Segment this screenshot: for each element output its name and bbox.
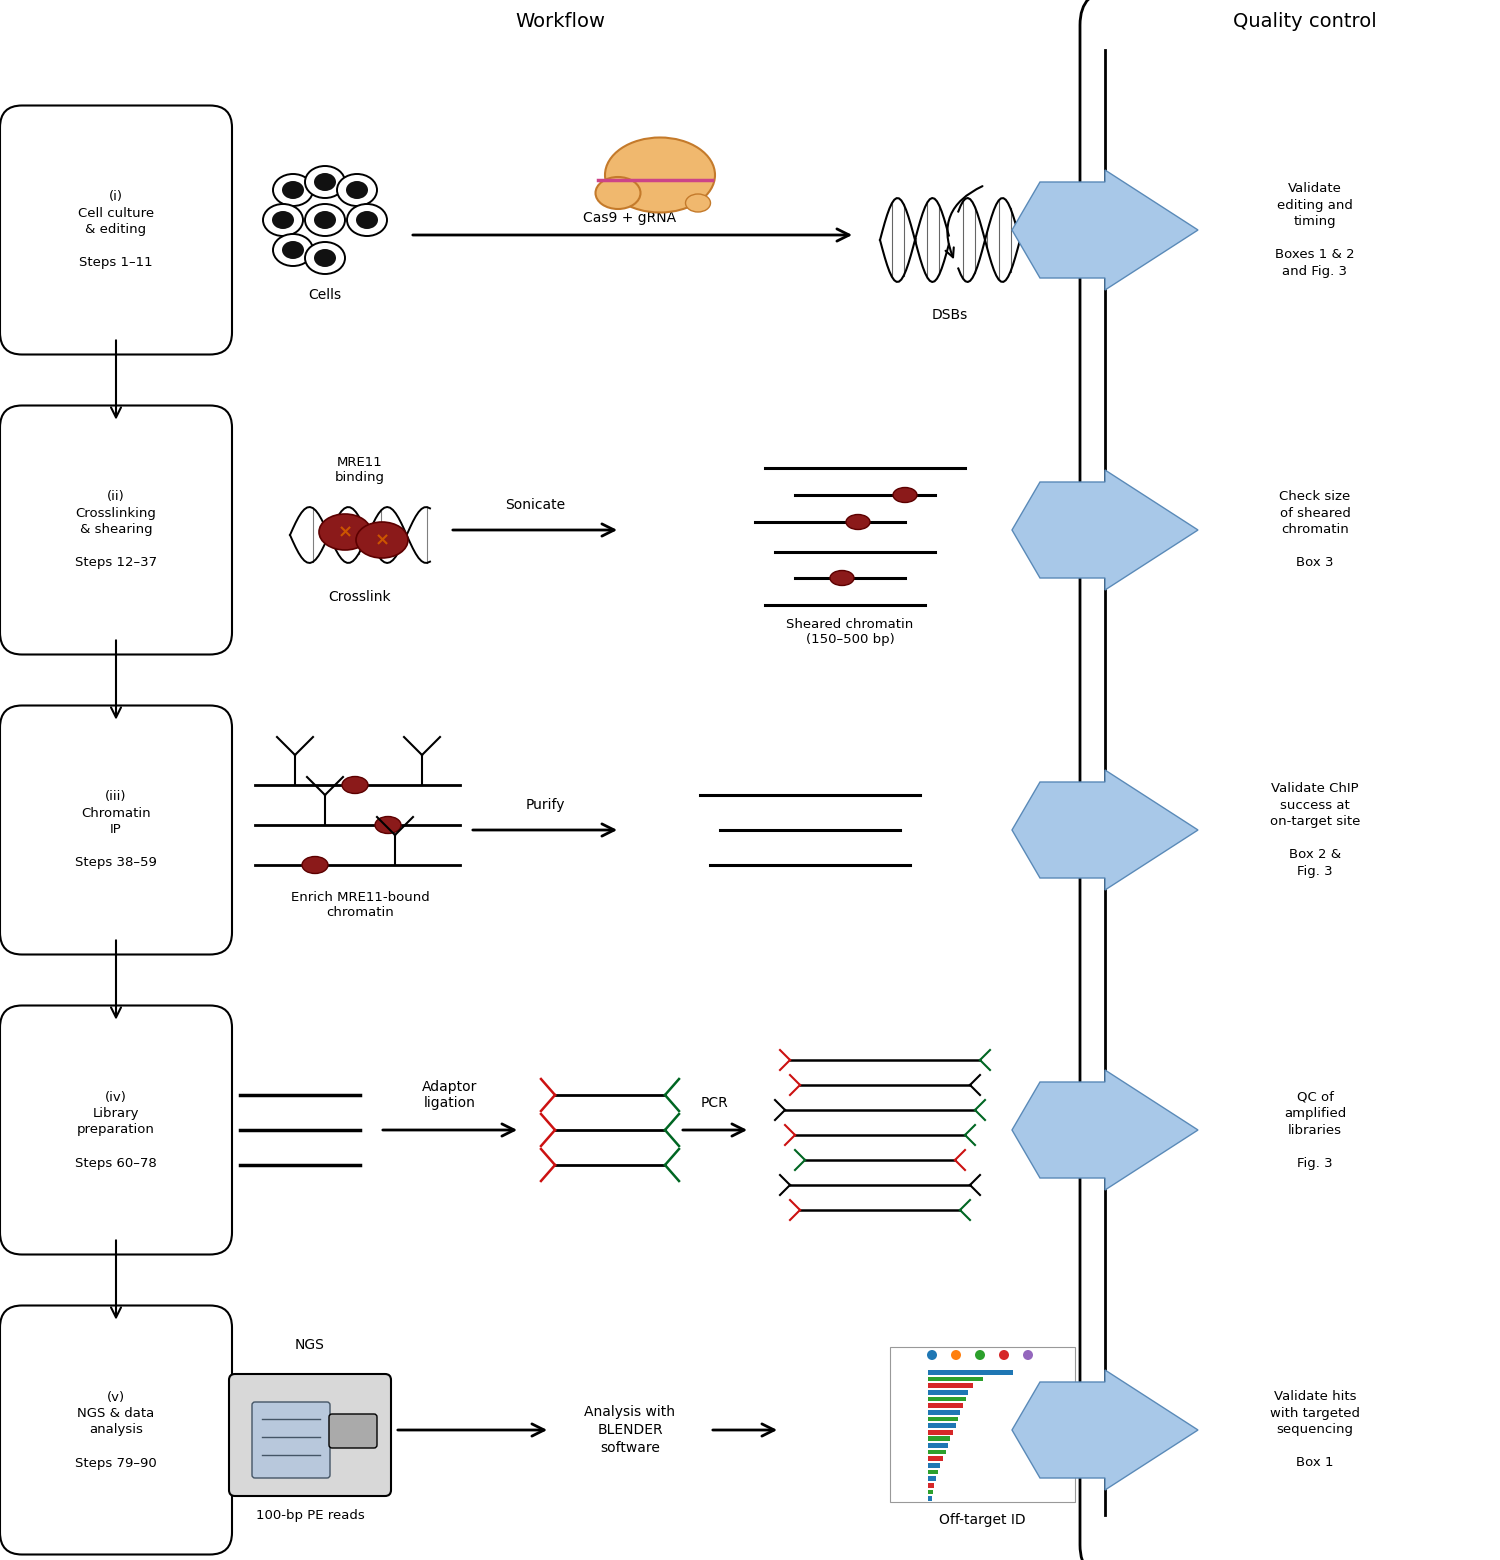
- Bar: [928, 1484, 934, 1488]
- Ellipse shape: [338, 175, 376, 206]
- Text: Off-target ID: Off-target ID: [939, 1513, 1026, 1527]
- Ellipse shape: [604, 137, 715, 212]
- FancyBboxPatch shape: [0, 1006, 232, 1254]
- Bar: [928, 1470, 938, 1474]
- Text: 100-bp PE reads: 100-bp PE reads: [255, 1509, 364, 1521]
- Ellipse shape: [375, 816, 400, 833]
- Bar: [928, 1370, 1013, 1374]
- Text: Quality control: Quality control: [1233, 12, 1377, 31]
- Bar: [928, 1496, 932, 1501]
- Bar: [928, 1404, 963, 1409]
- Text: Analysis with
BLENDER
software: Analysis with BLENDER software: [585, 1406, 675, 1455]
- Ellipse shape: [273, 234, 314, 267]
- Text: Cas9 + gRNA: Cas9 + gRNA: [584, 211, 676, 225]
- Text: Validate hits
with targeted
sequencing

Box 1: Validate hits with targeted sequencing B…: [1270, 1390, 1360, 1470]
- FancyBboxPatch shape: [0, 1306, 232, 1554]
- Bar: [928, 1457, 944, 1462]
- Text: (iii)
Chromatin
IP

Steps 38–59: (iii) Chromatin IP Steps 38–59: [75, 791, 158, 869]
- Bar: [928, 1416, 958, 1421]
- Text: Cells: Cells: [309, 289, 342, 303]
- FancyBboxPatch shape: [1080, 0, 1500, 1560]
- Bar: [928, 1396, 966, 1401]
- FancyBboxPatch shape: [0, 106, 232, 354]
- Text: Sheared chromatin
(150–500 bp): Sheared chromatin (150–500 bp): [786, 618, 914, 646]
- Text: Purify: Purify: [525, 799, 564, 813]
- Ellipse shape: [346, 204, 387, 236]
- Text: (iv)
Library
preparation

Steps 60–78: (iv) Library preparation Steps 60–78: [75, 1090, 158, 1170]
- Circle shape: [927, 1349, 938, 1360]
- Text: Check size
of sheared
chromatin

Box 3: Check size of sheared chromatin Box 3: [1280, 490, 1350, 569]
- Bar: [928, 1443, 948, 1448]
- Ellipse shape: [346, 181, 368, 200]
- Bar: [928, 1463, 940, 1468]
- Bar: [928, 1410, 960, 1415]
- Ellipse shape: [282, 240, 304, 259]
- Ellipse shape: [282, 181, 304, 200]
- Ellipse shape: [304, 165, 345, 198]
- Ellipse shape: [356, 211, 378, 229]
- Text: PCR: PCR: [700, 1097, 729, 1111]
- Bar: [928, 1449, 946, 1454]
- PathPatch shape: [1013, 1070, 1198, 1190]
- Text: ×: ×: [375, 530, 390, 549]
- Bar: [928, 1431, 952, 1435]
- Text: ×: ×: [338, 523, 352, 541]
- PathPatch shape: [1013, 470, 1198, 590]
- Circle shape: [1023, 1349, 1034, 1360]
- Circle shape: [975, 1349, 986, 1360]
- Circle shape: [951, 1349, 962, 1360]
- Text: Crosslink: Crosslink: [328, 590, 392, 604]
- Text: Enrich MRE11-bound
chromatin: Enrich MRE11-bound chromatin: [291, 891, 429, 919]
- Ellipse shape: [596, 176, 640, 209]
- Ellipse shape: [314, 173, 336, 190]
- Bar: [928, 1476, 936, 1480]
- Ellipse shape: [830, 571, 854, 585]
- Ellipse shape: [304, 242, 345, 275]
- Text: QC of
amplified
libraries

Fig. 3: QC of amplified libraries Fig. 3: [1284, 1090, 1346, 1170]
- Text: MRE11
binding: MRE11 binding: [334, 456, 386, 484]
- Ellipse shape: [314, 250, 336, 267]
- Ellipse shape: [302, 856, 328, 874]
- Bar: [928, 1390, 968, 1395]
- Ellipse shape: [320, 513, 370, 551]
- Ellipse shape: [273, 175, 314, 206]
- Bar: [928, 1490, 933, 1494]
- Text: Workflow: Workflow: [514, 12, 604, 31]
- Ellipse shape: [342, 777, 368, 794]
- FancyBboxPatch shape: [252, 1402, 330, 1477]
- Text: Validate ChIP
success at
on-target site

Box 2 &
Fig. 3: Validate ChIP success at on-target site …: [1270, 782, 1360, 878]
- Text: (v)
NGS & data
analysis

Steps 79–90: (v) NGS & data analysis Steps 79–90: [75, 1390, 158, 1470]
- FancyBboxPatch shape: [0, 406, 232, 655]
- Ellipse shape: [356, 523, 408, 558]
- Bar: [928, 1376, 982, 1381]
- PathPatch shape: [1013, 771, 1198, 891]
- PathPatch shape: [1013, 170, 1198, 290]
- FancyBboxPatch shape: [230, 1374, 392, 1496]
- Ellipse shape: [686, 193, 711, 212]
- PathPatch shape: [1013, 1370, 1198, 1490]
- Circle shape: [999, 1349, 1010, 1360]
- Ellipse shape: [314, 211, 336, 229]
- Ellipse shape: [262, 204, 303, 236]
- Ellipse shape: [272, 211, 294, 229]
- Bar: [928, 1384, 974, 1388]
- Bar: [928, 1423, 956, 1427]
- Text: (ii)
Crosslinking
& shearing

Steps 12–37: (ii) Crosslinking & shearing Steps 12–37: [75, 490, 158, 569]
- Text: (i)
Cell culture
& editing

Steps 1–11: (i) Cell culture & editing Steps 1–11: [78, 190, 154, 270]
- Text: DSBs: DSBs: [932, 307, 968, 321]
- Text: NGS: NGS: [296, 1338, 326, 1353]
- FancyBboxPatch shape: [0, 705, 232, 955]
- Text: Validate
editing and
timing

Boxes 1 & 2
and Fig. 3: Validate editing and timing Boxes 1 & 2 …: [1275, 183, 1354, 278]
- FancyBboxPatch shape: [890, 1346, 1076, 1502]
- FancyBboxPatch shape: [328, 1413, 376, 1448]
- Text: Sonicate: Sonicate: [506, 498, 566, 512]
- Bar: [928, 1437, 950, 1441]
- FancyBboxPatch shape: [0, 0, 1132, 1560]
- Ellipse shape: [846, 515, 870, 529]
- Ellipse shape: [304, 204, 345, 236]
- Text: Adaptor
ligation: Adaptor ligation: [423, 1080, 477, 1111]
- Ellipse shape: [892, 487, 916, 502]
